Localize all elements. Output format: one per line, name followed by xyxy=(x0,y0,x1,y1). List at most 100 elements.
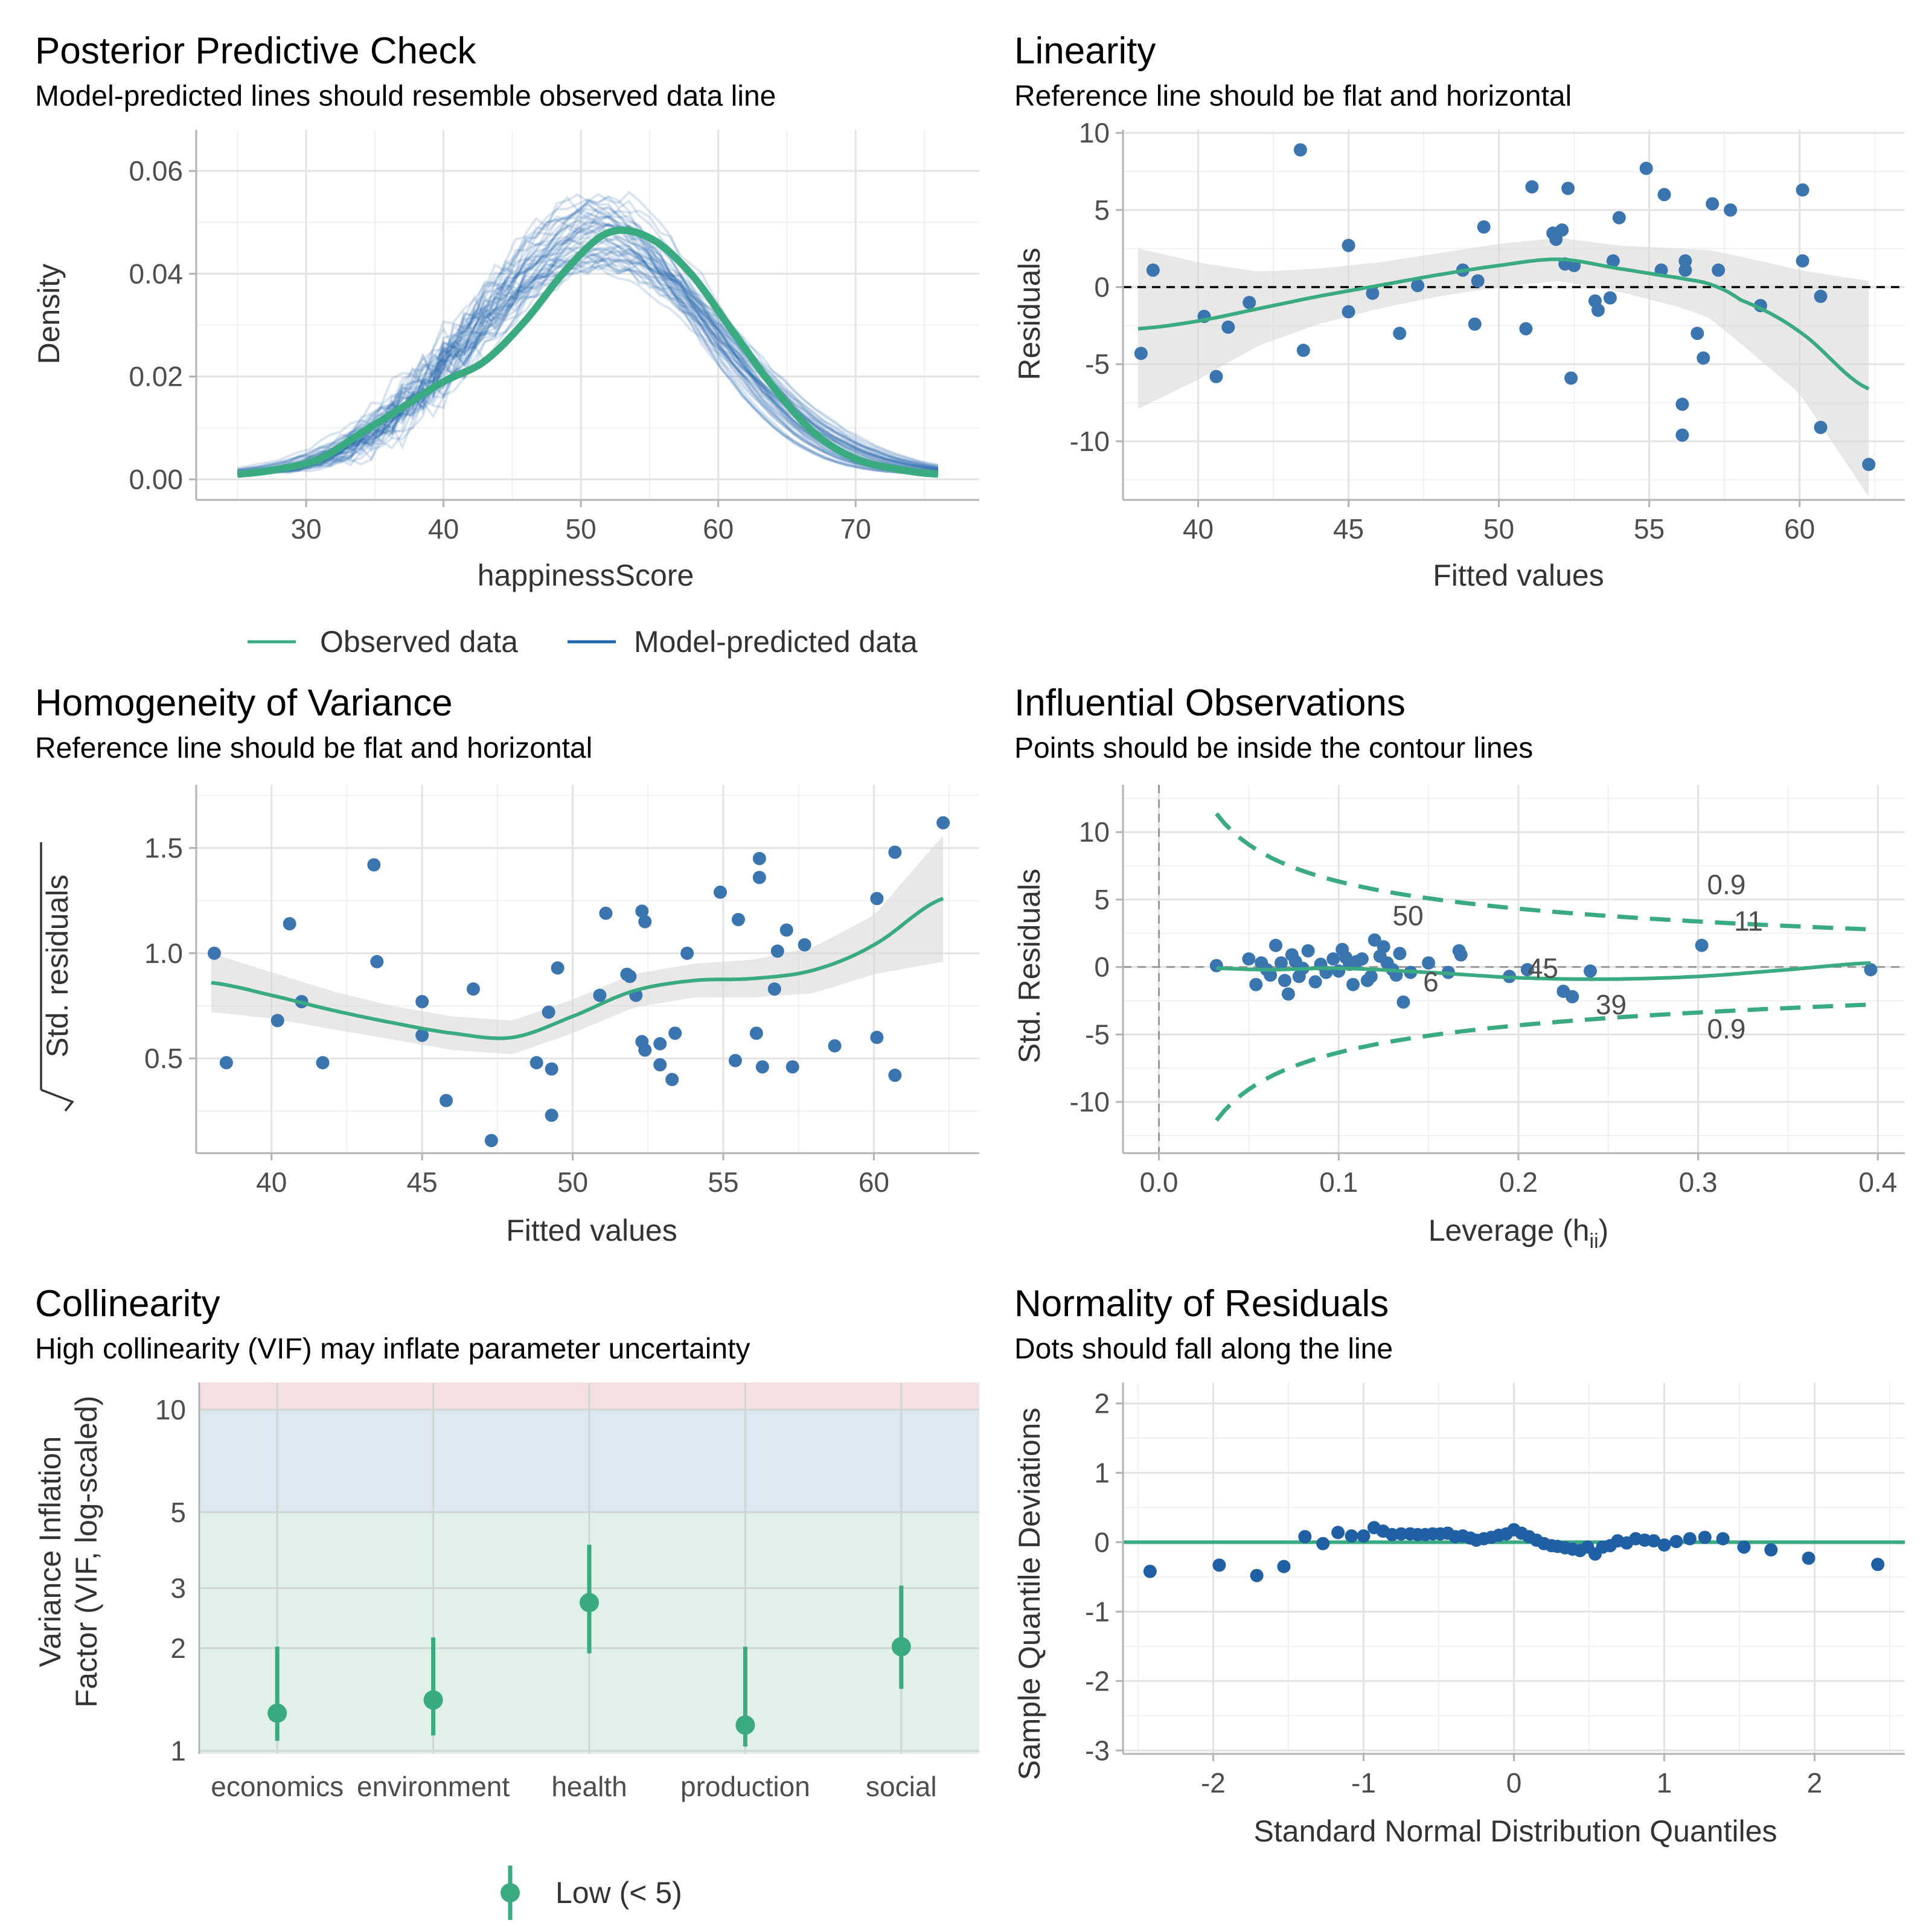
std-residual-point xyxy=(370,955,384,968)
collinearity-legend: Low (< 5) xyxy=(501,1866,682,1920)
homogeneity-xlabel: Fitted values xyxy=(506,1214,677,1247)
std-residual-point xyxy=(440,1093,453,1107)
std-residual-point xyxy=(888,1069,902,1083)
predicted-density-line xyxy=(237,253,938,472)
predicted-density-line xyxy=(237,222,938,475)
x-tick-label: 40 xyxy=(1183,513,1214,545)
x-tick-label: 30 xyxy=(290,513,321,545)
collinearity-subtitle: High collinearity (VIF) may inflate para… xyxy=(35,1333,750,1365)
std-residual-point xyxy=(653,1058,667,1072)
residual-point xyxy=(1678,263,1692,277)
linearity-panel: Linearity Reference line should be flat … xyxy=(1012,30,1905,592)
y-tick-label: 2 xyxy=(1094,1387,1110,1419)
leverage-point xyxy=(1278,973,1291,987)
confidence-band xyxy=(211,835,944,1054)
residual-point xyxy=(1468,317,1482,331)
x-tick-label: 2 xyxy=(1807,1767,1823,1799)
ppc-panel: Posterior Predictive Check Model-predict… xyxy=(32,30,979,659)
quantile-point xyxy=(1331,1526,1345,1540)
influential-title: Influential Observations xyxy=(1014,682,1406,724)
residual-point xyxy=(1519,322,1533,336)
residual-point xyxy=(1690,327,1704,341)
residual-point xyxy=(1796,254,1809,268)
linearity-xlabel: Fitted values xyxy=(1433,558,1604,592)
quantile-point xyxy=(1669,1535,1683,1549)
x-tick-label: -1 xyxy=(1351,1767,1376,1799)
leverage-point xyxy=(1454,948,1468,962)
std-residual-point xyxy=(623,970,637,984)
std-residual-point xyxy=(415,995,429,1009)
std-residual-point xyxy=(545,1108,558,1122)
cook-contour-upper xyxy=(1215,812,1871,932)
std-residual-point xyxy=(752,852,766,865)
x-tick-label: 60 xyxy=(703,513,734,545)
residual-point xyxy=(1477,220,1491,234)
predicted-density-line xyxy=(237,251,938,474)
predicted-density-line xyxy=(237,197,938,476)
std-residual-point xyxy=(283,917,296,931)
vif-point xyxy=(580,1593,599,1613)
predicted-density-line xyxy=(237,210,938,476)
std-residual-point xyxy=(798,938,811,952)
residual-point xyxy=(1555,223,1569,237)
x-tick-label: 70 xyxy=(840,513,871,545)
leverage-point xyxy=(1566,990,1579,1003)
quantile-point xyxy=(1683,1532,1697,1546)
influential-point-label: 39 xyxy=(1596,989,1627,1020)
std-residual-point xyxy=(728,1054,742,1067)
y-tick-label: 1 xyxy=(1094,1457,1110,1488)
std-residual-point xyxy=(755,1060,769,1074)
leverage-point xyxy=(1301,944,1315,958)
leverage-point xyxy=(1584,964,1598,978)
x-tick-label: -2 xyxy=(1201,1767,1226,1799)
std-residual-point xyxy=(599,906,613,920)
x-tick-label: 55 xyxy=(1634,513,1665,545)
leverage-point xyxy=(1308,975,1322,989)
leverage-point xyxy=(1209,959,1223,973)
residual-point xyxy=(1296,344,1310,357)
linearity-title: Linearity xyxy=(1014,30,1156,72)
std-residual-point xyxy=(752,871,766,884)
loess-line xyxy=(1137,257,1870,391)
x-tick-label: 45 xyxy=(407,1166,438,1198)
collinearity-ylabel-2: Factor (VIF, log-scaled) xyxy=(69,1396,103,1708)
std-residual-point xyxy=(316,1056,330,1070)
residual-point xyxy=(1612,211,1626,225)
loess-line xyxy=(211,897,944,1040)
residual-point xyxy=(1814,289,1828,303)
residual-point xyxy=(1706,197,1719,211)
normality-xlabel: Standard Normal Distribution Quantiles xyxy=(1253,1814,1777,1848)
collinearity-title: Collinearity xyxy=(35,1283,220,1325)
predicted-density-line xyxy=(237,193,938,476)
y-tick-label: -2 xyxy=(1085,1665,1110,1697)
y-tick-label: 0 xyxy=(1094,1526,1110,1558)
std-residual-point xyxy=(767,982,781,996)
x-tick-label: health xyxy=(551,1771,627,1802)
predicted-density-line xyxy=(237,190,938,476)
predicted-density-line xyxy=(237,206,938,475)
std-residual-point xyxy=(638,1043,652,1057)
legend-predicted-label: Model-predicted data xyxy=(634,625,918,659)
std-residual-point xyxy=(936,816,950,830)
x-tick-label: 0.1 xyxy=(1319,1166,1358,1198)
residual-point xyxy=(1342,238,1355,252)
observed-density-line xyxy=(237,226,939,478)
influential-point-label: 50 xyxy=(1393,900,1424,931)
quantile-point xyxy=(1657,1538,1671,1552)
x-tick-label: 45 xyxy=(1333,513,1364,545)
sqrt-symbol xyxy=(40,842,74,1112)
y-tick-label: 0.00 xyxy=(129,464,183,495)
y-tick-label: -5 xyxy=(1085,348,1110,380)
std-residual-point xyxy=(367,858,381,872)
residual-point xyxy=(1471,274,1485,288)
leverage-point xyxy=(1326,952,1340,966)
predicted-density-line xyxy=(237,251,938,472)
homogeneity-panel: Homogeneity of Variance Reference line s… xyxy=(35,682,979,1247)
ppc-ylabel: Density xyxy=(32,264,66,365)
influential-point-label: 45 xyxy=(1527,953,1558,984)
std-residual-point xyxy=(888,845,902,859)
residual-point xyxy=(1221,320,1235,334)
y-tick-label: 10 xyxy=(1079,816,1110,848)
quantile-point xyxy=(1647,1534,1661,1548)
quantile-point xyxy=(1316,1537,1330,1550)
